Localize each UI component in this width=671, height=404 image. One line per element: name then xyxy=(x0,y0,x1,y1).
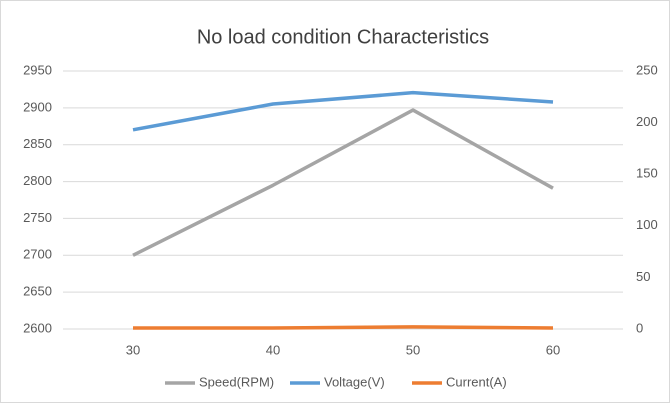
series-line xyxy=(132,90,554,132)
x-tick-label: 30 xyxy=(126,342,140,357)
y-tick-label: 2600 xyxy=(23,320,52,335)
y2-tick-label: 200 xyxy=(636,114,658,129)
y2-tick-label: 150 xyxy=(636,166,658,181)
y-tick-label: 2900 xyxy=(23,99,52,114)
y2-tick-label: 100 xyxy=(636,217,658,232)
y2-tick-label: 0 xyxy=(636,320,643,335)
x-tick-label: 40 xyxy=(266,342,280,357)
y-tick-label: 2800 xyxy=(23,173,52,188)
series-line xyxy=(132,108,554,257)
x-tick-label: 60 xyxy=(546,342,560,357)
legend-label: Voltage(V) xyxy=(324,374,385,389)
y2-tick-label: 250 xyxy=(636,62,658,77)
series-line xyxy=(133,325,554,330)
legend-label: Current(A) xyxy=(446,374,507,389)
y-tick-label: 2850 xyxy=(23,136,52,151)
y-tick-label: 2950 xyxy=(23,62,52,77)
x-tick-label: 50 xyxy=(406,342,420,357)
legend-label: Speed(RPM) xyxy=(199,374,274,389)
y2-tick-label: 50 xyxy=(636,269,650,284)
y-tick-label: 2700 xyxy=(23,247,52,262)
y-tick-label: 2750 xyxy=(23,210,52,225)
chart-title: No load condition Characteristics xyxy=(197,26,489,48)
y-tick-label: 2650 xyxy=(23,284,52,299)
